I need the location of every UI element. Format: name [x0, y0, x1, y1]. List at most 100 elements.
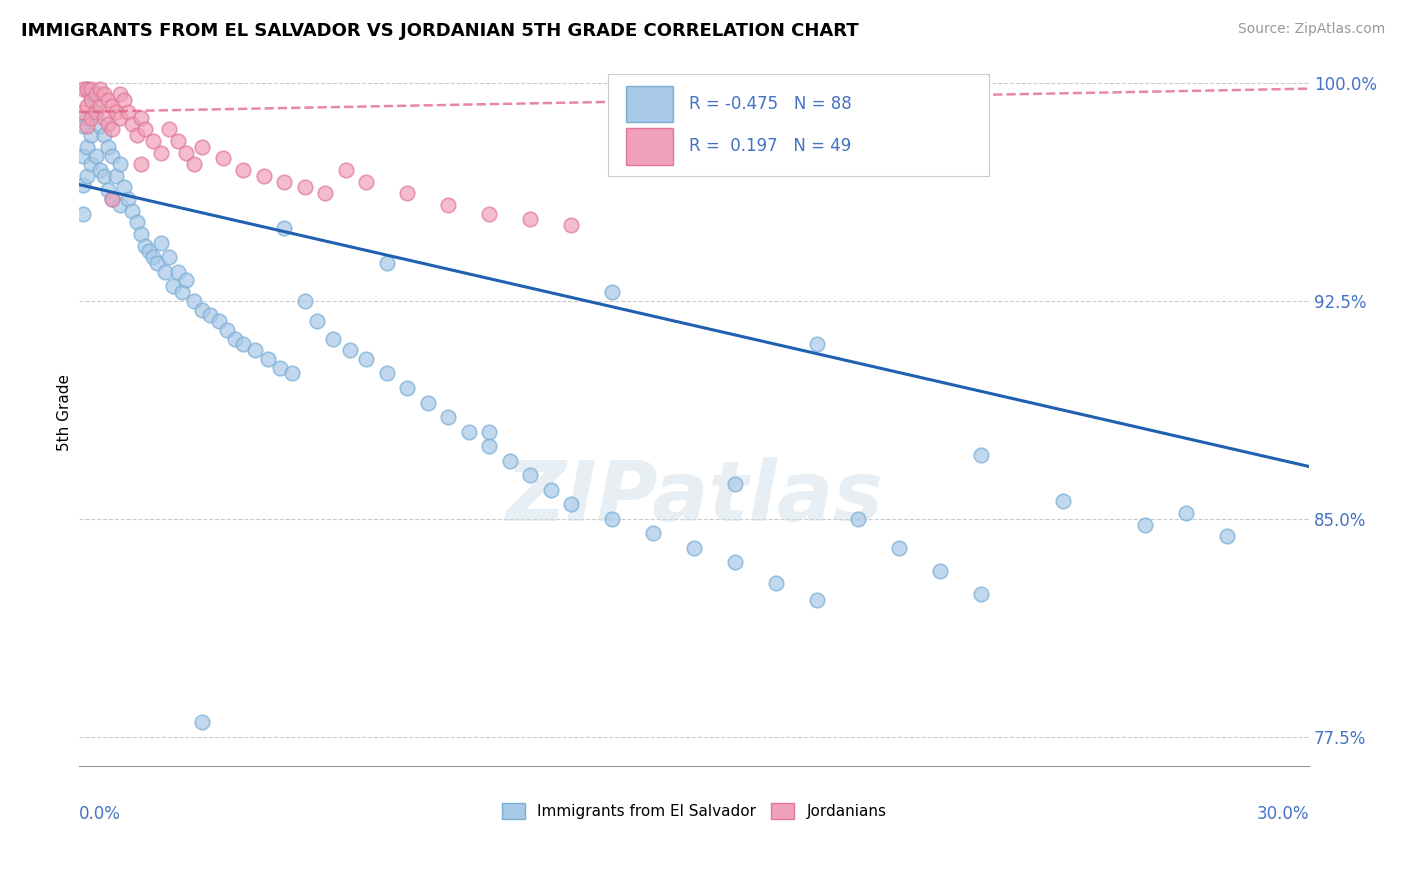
Point — [207, 314, 229, 328]
Point — [683, 541, 706, 555]
FancyBboxPatch shape — [607, 74, 990, 176]
Point — [540, 483, 562, 497]
Point — [765, 575, 787, 590]
Point — [457, 425, 479, 439]
Point — [80, 90, 103, 104]
Y-axis label: 5th Grade: 5th Grade — [58, 375, 72, 451]
Point — [72, 81, 94, 95]
Point — [232, 163, 254, 178]
Point — [162, 279, 184, 293]
Point — [191, 715, 214, 730]
Point — [269, 360, 291, 375]
Point — [93, 87, 115, 102]
Point — [80, 81, 103, 95]
Point — [170, 285, 193, 299]
Point — [80, 93, 103, 107]
Point — [416, 395, 439, 409]
Point — [1175, 506, 1198, 520]
Point — [89, 120, 111, 134]
Point — [155, 265, 177, 279]
Point — [211, 152, 233, 166]
Point — [166, 134, 188, 148]
Point — [112, 93, 135, 107]
Point — [76, 120, 98, 134]
Point — [97, 183, 120, 197]
Point — [93, 169, 115, 183]
Point — [294, 180, 316, 194]
Point — [806, 593, 828, 607]
Point — [970, 587, 993, 601]
Point — [232, 337, 254, 351]
Point — [375, 256, 398, 270]
Point — [724, 556, 747, 570]
Point — [724, 477, 747, 491]
Point — [322, 332, 344, 346]
Point — [76, 99, 98, 113]
Point — [273, 221, 295, 235]
Point — [101, 122, 124, 136]
Point — [72, 104, 94, 119]
Point — [72, 178, 94, 192]
Point — [224, 332, 246, 346]
Point — [146, 256, 169, 270]
Point — [1133, 517, 1156, 532]
Point — [157, 250, 180, 264]
Point — [84, 87, 107, 102]
Point — [478, 207, 501, 221]
Point — [105, 104, 128, 119]
Point — [84, 148, 107, 162]
Point — [560, 219, 582, 233]
Text: ZIPatlas: ZIPatlas — [505, 457, 883, 538]
Point — [97, 117, 120, 131]
Point — [125, 128, 148, 143]
Point — [72, 148, 94, 162]
Point — [76, 140, 98, 154]
Point — [80, 111, 103, 125]
Point — [183, 157, 205, 171]
Point — [183, 293, 205, 308]
Point — [519, 468, 541, 483]
Point — [117, 192, 139, 206]
Point — [478, 425, 501, 439]
Text: R =  0.197   N = 49: R = 0.197 N = 49 — [689, 137, 852, 155]
Point — [97, 140, 120, 154]
Point — [305, 314, 328, 328]
Point — [138, 244, 160, 259]
Point — [166, 265, 188, 279]
Point — [105, 169, 128, 183]
Point — [273, 175, 295, 189]
Point — [806, 337, 828, 351]
Point — [89, 163, 111, 178]
Point — [80, 157, 103, 171]
Point — [437, 198, 460, 212]
Point — [89, 99, 111, 113]
Point — [101, 148, 124, 162]
Point — [437, 410, 460, 425]
Point — [519, 212, 541, 227]
Point — [93, 111, 115, 125]
Point — [157, 122, 180, 136]
Point — [281, 367, 304, 381]
Point — [396, 186, 419, 201]
Text: 30.0%: 30.0% — [1257, 805, 1309, 822]
Point — [89, 81, 111, 95]
FancyBboxPatch shape — [627, 128, 673, 165]
Point — [76, 81, 98, 95]
Point — [108, 111, 131, 125]
Point — [101, 192, 124, 206]
Text: R = -0.475   N = 88: R = -0.475 N = 88 — [689, 95, 852, 113]
Point — [478, 439, 501, 453]
Text: IMMIGRANTS FROM EL SALVADOR VS JORDANIAN 5TH GRADE CORRELATION CHART: IMMIGRANTS FROM EL SALVADOR VS JORDANIAN… — [21, 22, 859, 40]
Text: Source: ZipAtlas.com: Source: ZipAtlas.com — [1237, 22, 1385, 37]
Point — [76, 169, 98, 183]
Point — [142, 250, 165, 264]
Point — [76, 111, 98, 125]
Point — [600, 512, 623, 526]
Point — [97, 93, 120, 107]
Point — [134, 238, 156, 252]
Point — [108, 198, 131, 212]
Point — [1216, 529, 1239, 543]
FancyBboxPatch shape — [627, 86, 673, 122]
Point — [191, 302, 214, 317]
Point — [560, 497, 582, 511]
